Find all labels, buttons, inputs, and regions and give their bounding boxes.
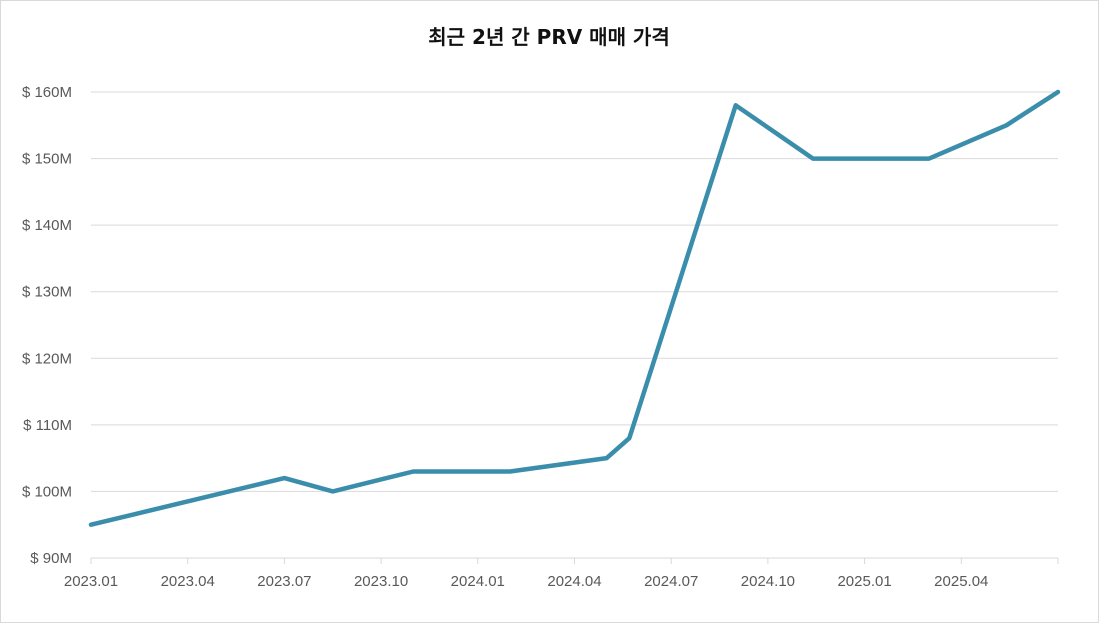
y-tick-label: $ 130M	[22, 284, 72, 301]
x-tick-label: 2024.04	[547, 573, 601, 590]
chart-title: 최근 2년 간 PRV 매매 가격	[428, 25, 669, 49]
x-tick-label: 2024.10	[741, 573, 795, 590]
x-axis-ticks: 2023.01 2023.04 2023.07 2023.10 2024.01 2024.…	[64, 558, 1059, 590]
x-tick-label: 2023.04	[161, 573, 215, 590]
series-line	[88, 89, 1061, 527]
y-tick-label: $ 160M	[22, 84, 72, 101]
x-tick-label: 2025.01	[837, 573, 891, 590]
y-tick-label: $ 120M	[22, 350, 72, 367]
x-tick-label: 2023.10	[354, 573, 408, 590]
series-layer	[88, 89, 1061, 527]
x-tick-label: 2023.07	[257, 573, 311, 590]
x-tick-label: 2023.01	[64, 573, 118, 590]
y-tick-label: $ 110M	[23, 417, 72, 434]
x-tick-label: 2025.04	[934, 573, 988, 590]
x-tick-label: 2024.01	[451, 573, 505, 590]
x-tick-label: 2024.07	[644, 573, 698, 590]
y-tick-label: $ 90M	[30, 550, 72, 567]
y-axis-ticks: $ 90M $ 100M $ 110M $ 120M $ 130M $ 140M $ 150…	[22, 84, 72, 567]
y-tick-label: $ 150M	[22, 151, 72, 168]
y-tick-label: $ 140M	[22, 217, 72, 234]
y-tick-label: $ 100M	[22, 483, 72, 500]
